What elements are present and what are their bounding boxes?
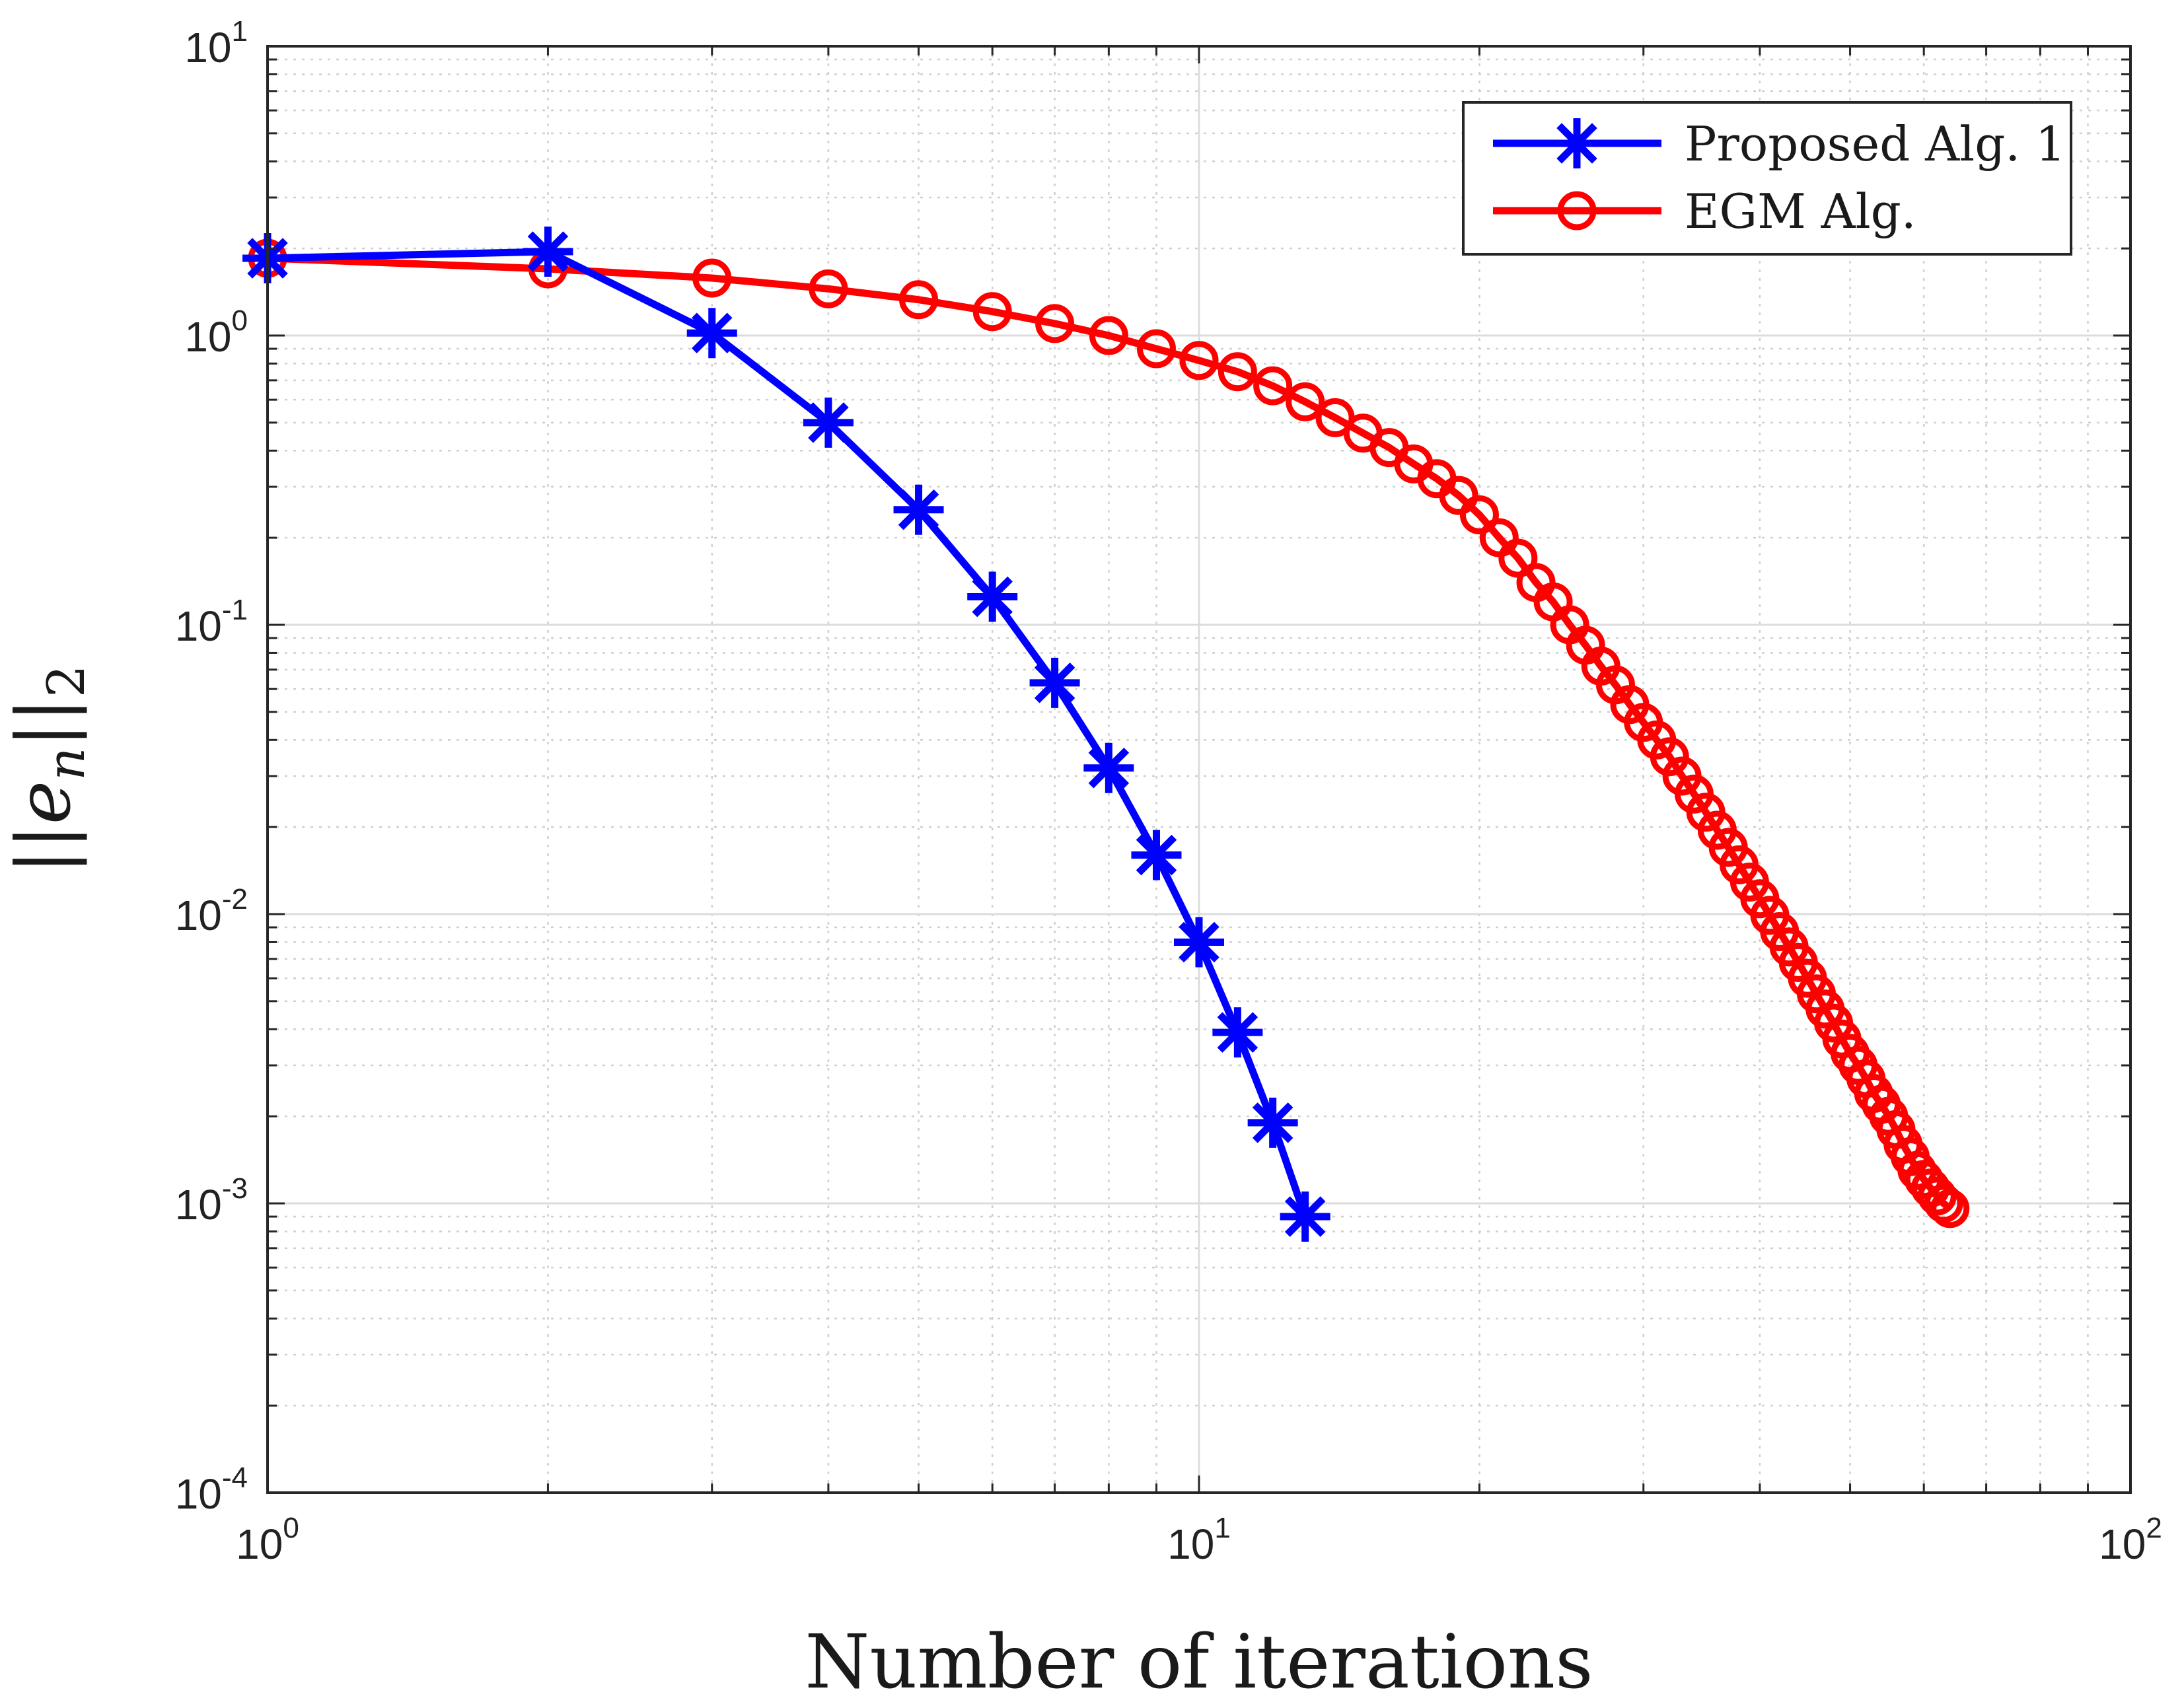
x-tick-label: 101 bbox=[1167, 1512, 1231, 1568]
data-point-asterisk bbox=[1131, 830, 1182, 880]
data-point-circle bbox=[972, 292, 1012, 332]
data-point-circle bbox=[1089, 316, 1128, 355]
svg-text:||en||2: ||en||2 bbox=[1, 664, 96, 874]
legend-label: EGM Alg. bbox=[1685, 184, 1916, 239]
legend-marker-asterisk bbox=[1552, 118, 1602, 168]
data-point-circle bbox=[1924, 1184, 1963, 1223]
data-point-asterisk bbox=[523, 226, 573, 277]
data-point-asterisk bbox=[686, 308, 737, 359]
y-tick-labels: 10-4 10-3 10-2 10-1 100 101 bbox=[175, 15, 248, 1518]
data-point-asterisk bbox=[1247, 1097, 1298, 1148]
data-point-asterisk bbox=[803, 397, 854, 448]
data-point-asterisk bbox=[1083, 742, 1134, 793]
x-axis-title: Number of iterations bbox=[805, 1619, 1593, 1705]
data-point-circle bbox=[1035, 304, 1075, 343]
data-point-circle bbox=[1459, 495, 1499, 534]
data-point-circle bbox=[1930, 1189, 1970, 1228]
data-point-asterisk bbox=[1280, 1192, 1330, 1242]
y-axis-title: ||en||2 bbox=[1, 664, 96, 874]
data-point-circle bbox=[809, 269, 848, 308]
data-point-circle bbox=[1498, 538, 1538, 578]
major-grid bbox=[268, 46, 2130, 1493]
series-layer bbox=[242, 226, 1970, 1242]
data-point-asterisk bbox=[893, 484, 944, 535]
y-tick-label: 10-4 bbox=[175, 1462, 248, 1518]
data-point-circle bbox=[1179, 341, 1219, 380]
data-point-circle bbox=[1439, 476, 1478, 515]
data-point-asterisk bbox=[1212, 1007, 1263, 1058]
y-tick-label: 10-1 bbox=[175, 594, 248, 650]
legend: Proposed Alg. 1 EGM Alg. bbox=[1462, 101, 2072, 256]
series-1 bbox=[242, 226, 1330, 1242]
y-tick-label: 100 bbox=[184, 304, 248, 361]
data-point-circle bbox=[1218, 352, 1257, 392]
data-point-circle bbox=[1253, 366, 1293, 406]
data-point-asterisk bbox=[1174, 917, 1224, 968]
legend-marker-circle bbox=[1557, 191, 1597, 231]
data-point-circle bbox=[1286, 382, 1325, 421]
y-tick-label: 10-3 bbox=[175, 1172, 248, 1228]
axis-ticks bbox=[266, 46, 2130, 1494]
data-point-circle bbox=[1650, 737, 1689, 777]
x-tick-label: 100 bbox=[236, 1512, 299, 1568]
data-point-circle bbox=[899, 280, 939, 320]
data-point-circle bbox=[1917, 1176, 1957, 1216]
legend-entry: EGM Alg. bbox=[1493, 184, 1916, 239]
data-point-circle bbox=[1136, 329, 1176, 369]
data-point-circle bbox=[692, 258, 732, 298]
minor-grid bbox=[268, 46, 2130, 1493]
x-tick-labels: 100 101 102 bbox=[236, 1512, 2162, 1568]
y-tick-label: 10-2 bbox=[175, 883, 248, 939]
legend-label: Proposed Alg. 1 bbox=[1685, 116, 2066, 172]
x-tick-label: 102 bbox=[2099, 1512, 2162, 1568]
data-point-asterisk bbox=[1029, 657, 1080, 708]
y-tick-label: 101 bbox=[184, 15, 248, 71]
data-point-asterisk bbox=[967, 571, 1018, 622]
legend-entry: Proposed Alg. 1 bbox=[1493, 116, 2066, 172]
